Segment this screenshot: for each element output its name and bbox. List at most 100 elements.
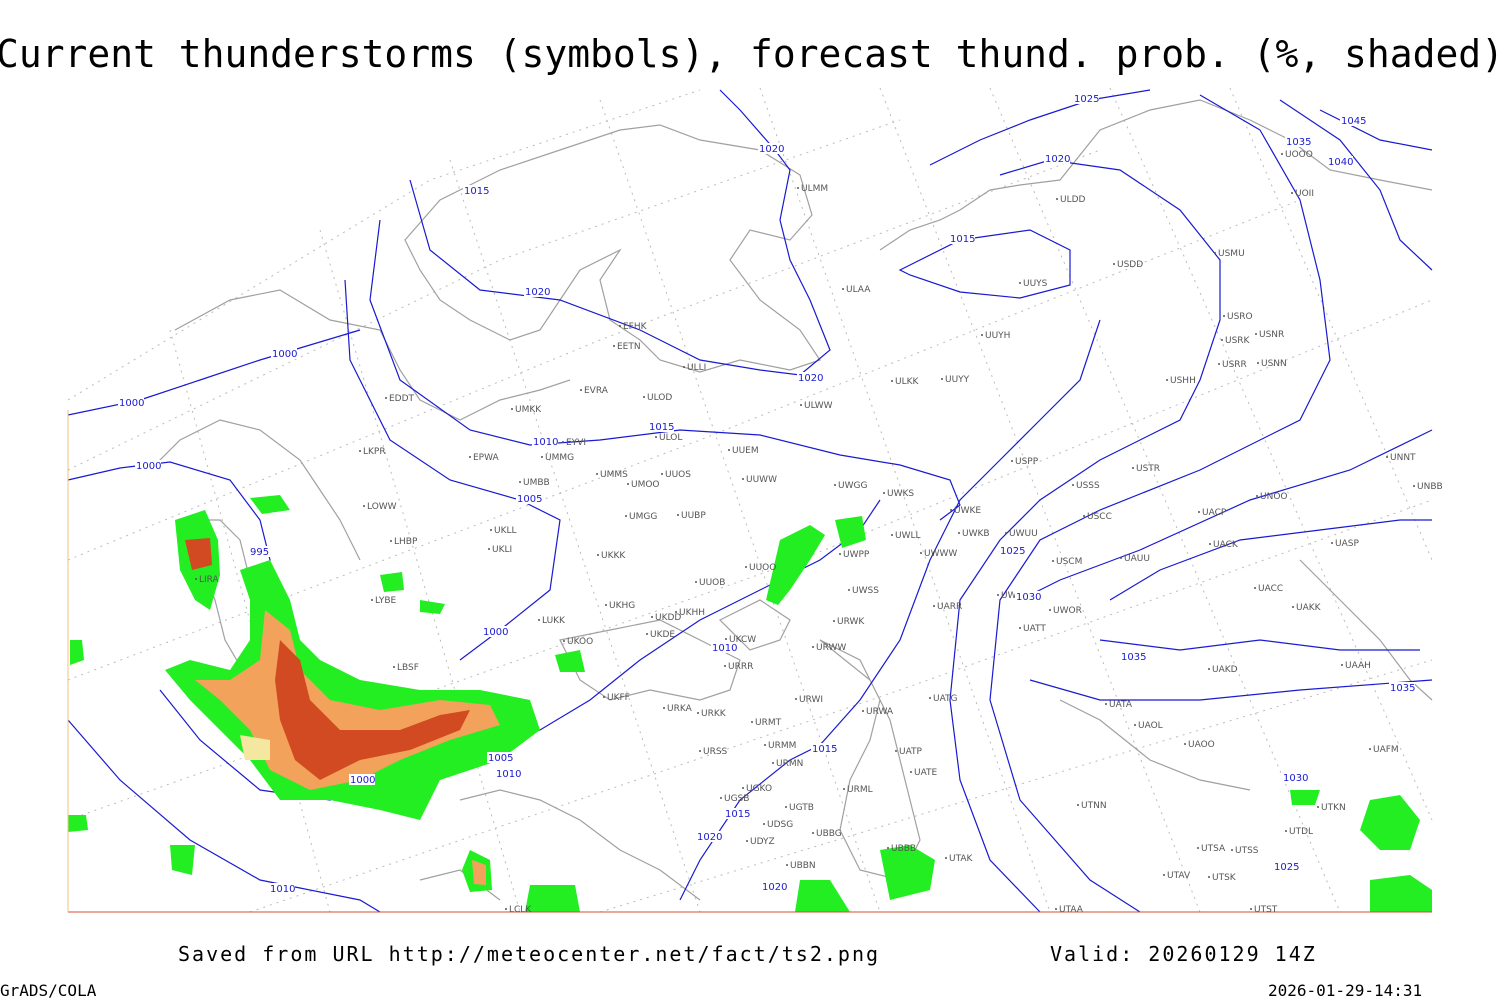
station-dot: [1214, 252, 1216, 254]
station-dot: [655, 436, 657, 438]
station-label: ULAA: [846, 285, 871, 295]
isobar-label: 1005: [517, 494, 542, 505]
station-label: UWGG: [838, 481, 867, 491]
isobar-label: 1010: [270, 884, 295, 895]
station-dot: [945, 857, 947, 859]
station-label: UUBP: [681, 511, 706, 521]
isobar-label-bg: [949, 233, 975, 244]
station-label: UUOS: [665, 470, 691, 480]
isobar-label: 1020: [798, 373, 823, 384]
station-label: URSS: [703, 747, 728, 757]
isobar-label: 1000: [119, 398, 144, 409]
station-label: UBBB: [891, 844, 916, 854]
station-dot: [1218, 363, 1220, 365]
station-label: URKA: [667, 704, 693, 714]
station-label: UAAH: [1345, 661, 1371, 671]
isobar-label: 1025: [1074, 94, 1099, 105]
station-dot: [891, 380, 893, 382]
station-label: USHH: [1170, 376, 1196, 386]
isobar-label-bg: [811, 743, 837, 754]
station-dot: [695, 581, 697, 583]
station-label: LYBE: [375, 596, 396, 606]
station-dot: [646, 633, 648, 635]
station-label: UNBB: [1417, 482, 1443, 492]
isobar-label: 1035: [1121, 652, 1146, 663]
isobar-label: 1020: [759, 144, 784, 155]
isobar-label: 1005: [488, 753, 513, 764]
station-dot: [562, 441, 564, 443]
station-dot: [958, 532, 960, 534]
isobar-label: 1020: [697, 832, 722, 843]
station-dot: [1254, 587, 1256, 589]
station-dot: [887, 847, 889, 849]
station-label: UUOB: [699, 578, 725, 588]
station-dot: [1166, 379, 1168, 381]
station-label: UTNN: [1081, 801, 1107, 811]
isobar-label-bg: [249, 546, 275, 557]
station-label: LHBP: [394, 537, 418, 547]
station-label: USRO: [1227, 312, 1253, 322]
station-dot: [786, 864, 788, 866]
station-label: UKFF: [607, 693, 630, 703]
isobar-label: 1025: [1000, 546, 1025, 557]
station-dot: [742, 478, 744, 480]
station-label: UACK: [1213, 540, 1239, 550]
station-label: UMMS: [600, 470, 628, 480]
isobar-label-bg: [524, 286, 550, 297]
isobar-label: 1000: [350, 775, 375, 786]
isobar-label-bg: [1389, 682, 1415, 693]
station-dot: [1223, 315, 1225, 317]
station-dot: [371, 599, 373, 601]
station-dot: [797, 187, 799, 189]
station-label: ULKK: [895, 377, 920, 387]
isobar-label: 1035: [1286, 137, 1311, 148]
station-label: URKK: [701, 709, 727, 719]
station-label: URWK: [837, 617, 865, 627]
isobar-label: 1015: [812, 744, 837, 755]
isobar-label-bg: [349, 774, 375, 785]
station-dot: [651, 616, 653, 618]
station-label: URMM: [768, 741, 796, 751]
station-dot: [1255, 333, 1257, 335]
isobar-label-bg: [532, 436, 558, 447]
isobar-label: 1020: [762, 882, 787, 893]
station-label: UATG: [933, 694, 958, 704]
station-dot: [800, 404, 802, 406]
station-label: EYVI: [566, 438, 586, 448]
isobar-label: 1010: [496, 769, 521, 780]
station-label: UBBG: [816, 829, 842, 839]
station-dot: [619, 325, 621, 327]
station-dot: [1197, 847, 1199, 849]
station-label: UKLL: [494, 526, 517, 536]
station-label: UUYS: [1023, 279, 1048, 289]
station-label: LUKK: [542, 616, 566, 626]
station-dot: [720, 797, 722, 799]
station-label: UUYH: [985, 331, 1010, 341]
station-dot: [390, 540, 392, 542]
station-dot: [511, 408, 513, 410]
station-label: USNN: [1261, 359, 1287, 369]
station-label: LOWW: [367, 502, 397, 512]
station-dot: [1120, 557, 1122, 559]
station-dot: [1209, 543, 1211, 545]
isobar-label: 1020: [1045, 154, 1070, 165]
station-dot: [675, 611, 677, 613]
station-dot: [663, 707, 665, 709]
isobar-label: 1015: [950, 234, 975, 245]
station-label: URML: [847, 785, 873, 795]
station-dot: [981, 334, 983, 336]
station-label: UAKD: [1212, 665, 1238, 675]
station-label: URMN: [776, 759, 803, 769]
isobar-label: 1030: [1283, 773, 1308, 784]
station-dot: [1413, 485, 1415, 487]
station-dot: [997, 594, 999, 596]
station-label: UWKS: [887, 489, 914, 499]
station-dot: [950, 509, 952, 511]
station-dot: [1257, 362, 1259, 364]
isobar-label-bg: [269, 883, 295, 894]
isobar-label-bg: [797, 372, 823, 383]
station-label: UKLI: [492, 545, 512, 555]
isobar-label-bg: [1044, 153, 1070, 164]
